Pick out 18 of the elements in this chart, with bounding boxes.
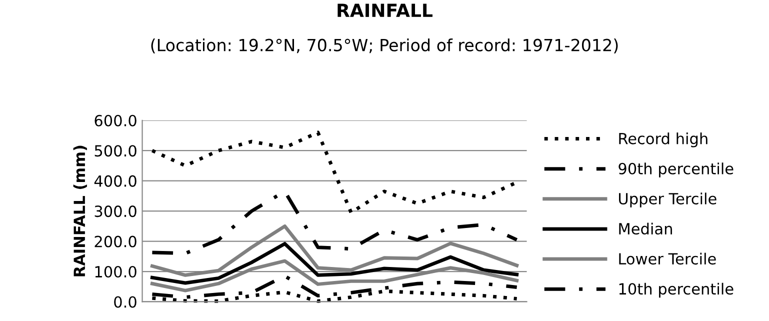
legend-label: Upper Tercile xyxy=(619,192,716,208)
chart-subtitle: (Location: 19.2°N, 70.5°W; Period of record: 1971-2012) xyxy=(151,38,618,54)
y-tick-label: 500.0 xyxy=(94,145,136,157)
legend-label: Record high xyxy=(619,132,708,148)
y-tick-label: 400.0 xyxy=(94,175,136,187)
y-tick-label: 300.0 xyxy=(94,206,136,218)
legend-label: Median xyxy=(619,222,672,235)
y-tick-label: 600.0 xyxy=(94,114,136,126)
y-tick-label: 0.0 xyxy=(114,296,136,308)
chart-title: RAINFALL xyxy=(338,4,432,17)
line-series xyxy=(150,274,519,299)
line-series xyxy=(150,242,519,285)
y-axis-title: RAINFALL (mm) xyxy=(73,146,87,276)
legend-label: Lower Tercile xyxy=(619,252,716,265)
y-tick-label: 100.0 xyxy=(95,266,136,278)
legend-label: 10th percentile xyxy=(619,282,734,298)
y-tick-label: 200.0 xyxy=(94,236,136,248)
legend-label: 90th percentile xyxy=(618,162,734,178)
